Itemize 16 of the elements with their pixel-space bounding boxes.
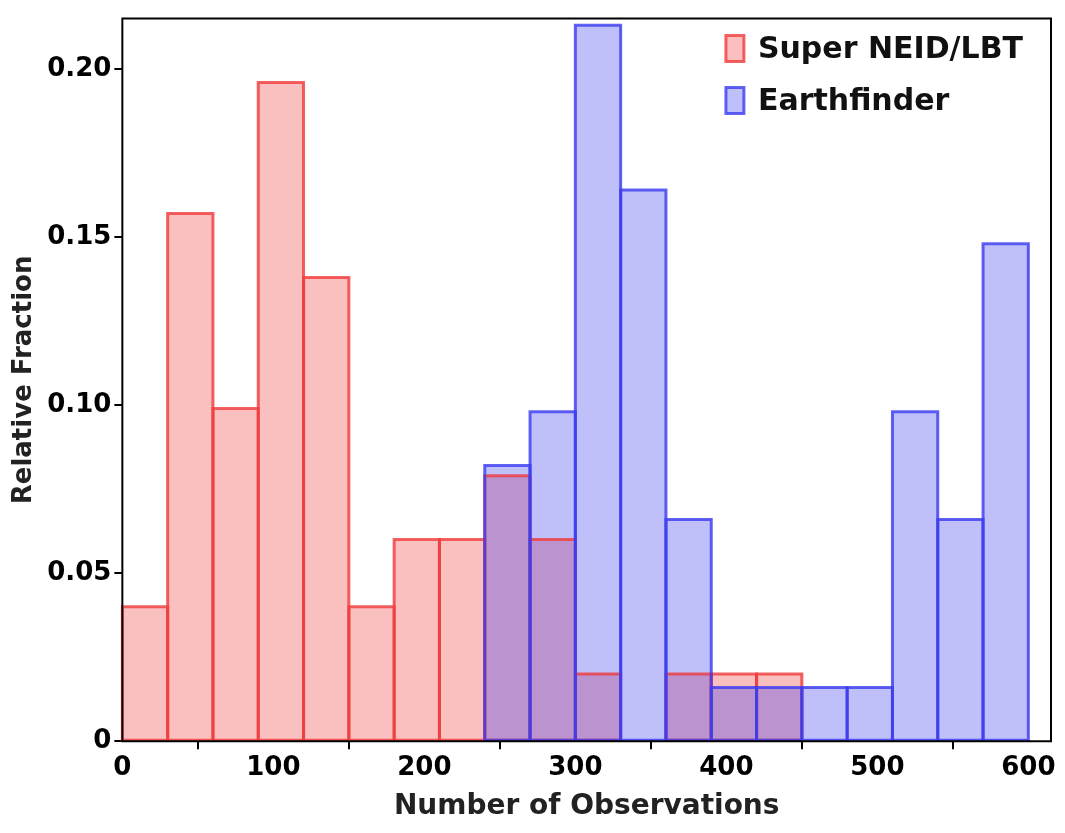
y-tick-label: 0.05 bbox=[47, 555, 112, 586]
x-tick-label: 300 bbox=[548, 750, 603, 781]
y-tick-label: 0.10 bbox=[47, 387, 112, 418]
x-axis-title: Number of Observations bbox=[393, 788, 780, 822]
x-tick-label: 100 bbox=[246, 750, 301, 781]
legend-label: Earthfinder bbox=[757, 82, 950, 118]
x-tick-label: 0 bbox=[113, 750, 132, 781]
y-tick-label: 0.15 bbox=[47, 219, 112, 250]
y-axis-title: Relative Fraction bbox=[7, 255, 38, 505]
y-tick-label: 0 bbox=[93, 723, 112, 754]
x-tick-label: 500 bbox=[850, 750, 905, 781]
x-tick-label: 200 bbox=[397, 750, 452, 781]
x-tick-label: 400 bbox=[699, 750, 754, 781]
y-tick-label: 0.20 bbox=[47, 51, 112, 82]
x-tick-label: 600 bbox=[1001, 750, 1056, 781]
legend-label: Super NEID/LBT bbox=[757, 30, 1024, 66]
